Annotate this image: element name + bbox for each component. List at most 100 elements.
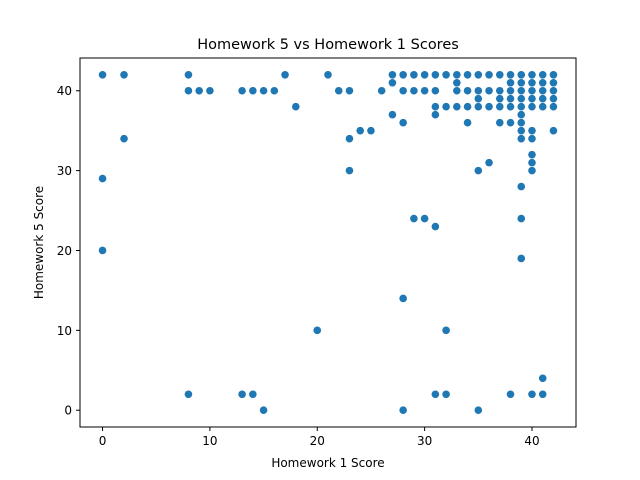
data-point: [98, 174, 107, 183]
data-point: [506, 118, 515, 127]
data-point: [259, 406, 268, 415]
data-point: [517, 110, 526, 119]
plot-frame: [79, 57, 577, 428]
data-point: [538, 390, 547, 399]
data-point: [281, 70, 289, 79]
data-point: [485, 70, 493, 79]
data-point: [442, 70, 450, 79]
data-point: [517, 78, 526, 87]
data-point: [528, 70, 536, 79]
data-point: [549, 78, 558, 87]
y-tick-label: 40: [57, 84, 72, 98]
data-point: [506, 70, 515, 79]
data-point: [549, 70, 558, 79]
data-point: [410, 70, 418, 79]
data-point: [495, 118, 504, 127]
data-point: [528, 150, 536, 159]
data-point: [399, 70, 407, 79]
data-point: [431, 222, 440, 231]
data-point: [528, 86, 536, 95]
data-point: [474, 102, 483, 111]
data-point: [538, 70, 547, 79]
data-point: [345, 86, 354, 95]
data-point: [463, 102, 472, 111]
data-point: [528, 390, 536, 399]
data-point: [506, 94, 515, 103]
y-tick-label: 0: [64, 404, 72, 418]
data-point: [528, 102, 536, 111]
data-point: [485, 102, 493, 111]
data-point: [431, 390, 440, 399]
data-point: [538, 94, 547, 103]
data-point: [528, 134, 536, 143]
data-point: [184, 390, 193, 399]
data-point: [474, 86, 483, 95]
data-point: [442, 102, 450, 111]
data-point: [388, 70, 397, 79]
data-point: [249, 86, 257, 95]
data-point: [517, 70, 526, 79]
data-point: [517, 126, 526, 135]
data-point: [453, 70, 461, 79]
points-layer: [98, 70, 558, 415]
data-point: [463, 70, 472, 79]
data-point: [420, 86, 429, 95]
data-point: [388, 78, 397, 87]
data-point: [517, 118, 526, 127]
data-point: [506, 390, 515, 399]
data-point: [399, 118, 407, 127]
data-point: [474, 406, 483, 415]
data-point: [453, 86, 461, 95]
data-point: [549, 86, 558, 95]
data-point: [259, 86, 268, 95]
data-point: [249, 390, 257, 399]
data-point: [367, 126, 375, 135]
data-point: [528, 166, 536, 175]
data-point: [549, 94, 558, 103]
data-point: [431, 110, 440, 119]
data-point: [506, 78, 515, 87]
data-point: [270, 86, 279, 95]
data-point: [517, 94, 526, 103]
y-tick-label: 20: [57, 244, 72, 258]
data-point: [98, 70, 107, 79]
data-point: [195, 86, 203, 95]
data-point: [120, 134, 128, 143]
x-tick-label: 10: [202, 434, 217, 448]
data-point: [399, 86, 407, 95]
data-point: [474, 70, 483, 79]
y-tick-label: 10: [57, 324, 72, 338]
x-tick-label: 20: [310, 434, 325, 448]
data-point: [291, 102, 300, 111]
data-point: [388, 110, 397, 119]
data-point: [410, 214, 418, 223]
x-tick-label: 40: [524, 434, 539, 448]
data-point: [420, 70, 429, 79]
data-point: [517, 86, 526, 95]
data-point: [431, 86, 440, 95]
data-point: [453, 102, 461, 111]
data-point: [538, 86, 547, 95]
data-point: [463, 86, 472, 95]
data-point: [474, 94, 483, 103]
data-point: [324, 70, 332, 79]
data-point: [442, 326, 450, 335]
data-point: [356, 126, 365, 135]
x-tick-label: 30: [417, 434, 432, 448]
data-point: [495, 102, 504, 111]
data-point: [538, 374, 547, 383]
data-point: [98, 246, 107, 255]
data-point: [420, 214, 429, 223]
data-point: [528, 78, 536, 87]
data-point: [517, 182, 526, 191]
data-point: [345, 166, 354, 175]
data-point: [495, 86, 504, 95]
y-axis: 0 10 20 30 40: [57, 84, 80, 418]
data-point: [485, 158, 493, 167]
x-axis: 0 10 20 30 40: [99, 427, 540, 448]
data-point: [517, 254, 526, 263]
y-axis-label: Homework 5 Score: [32, 186, 46, 299]
y-tick-label: 30: [57, 164, 72, 178]
data-point: [474, 166, 483, 175]
